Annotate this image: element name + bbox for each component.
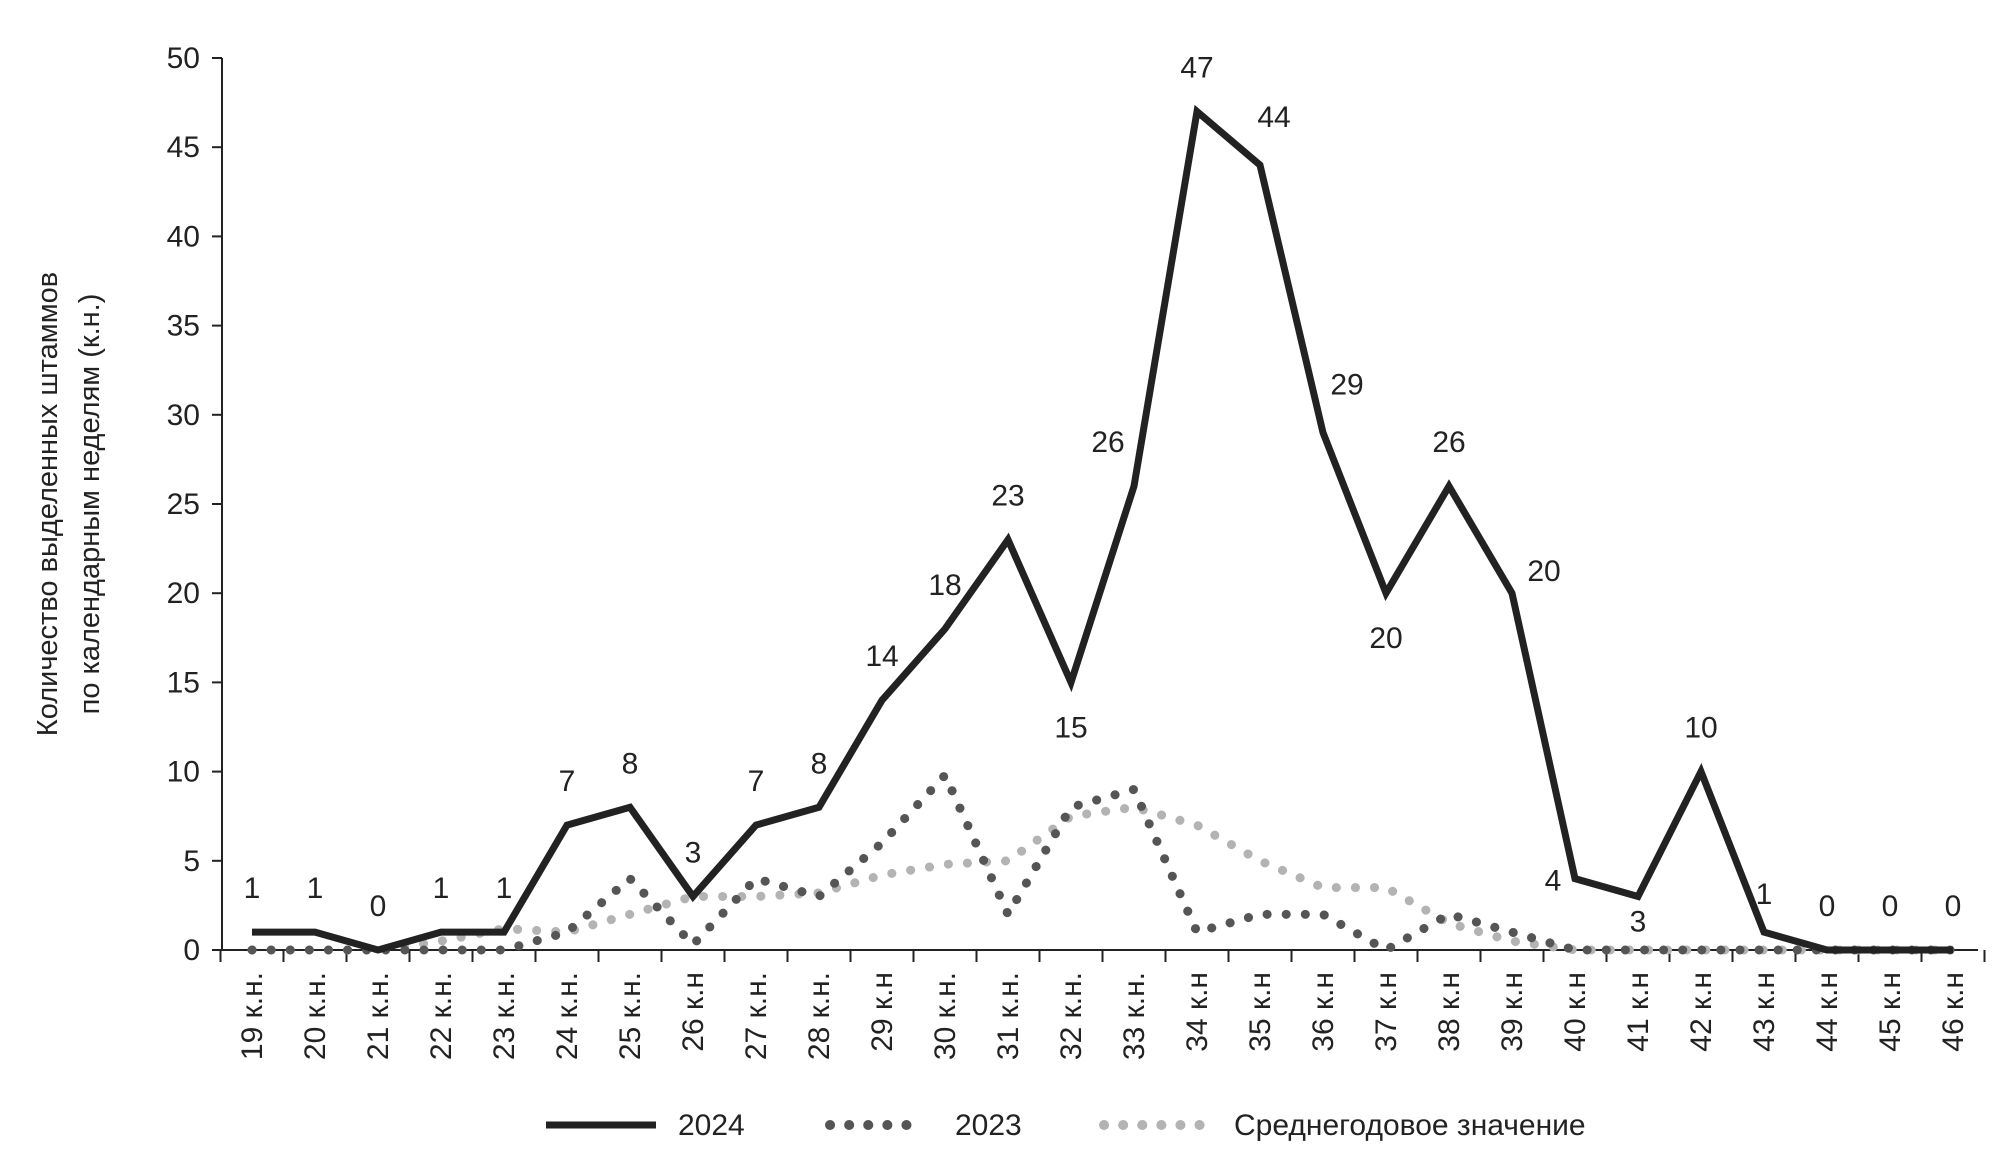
x-tick-label: 21 к.н.	[362, 972, 395, 1060]
y-tick-label: 10	[167, 756, 200, 789]
data-label-2024: 0	[1819, 890, 1836, 923]
x-tick-label: 23 к.н.	[488, 972, 521, 1060]
data-label-2024: 10	[1684, 712, 1717, 745]
data-label-2024: 18	[928, 569, 961, 602]
y-tick-label: 5	[183, 845, 200, 878]
x-tick-label: 32 к.н.	[1055, 972, 1088, 1060]
x-tick-label: 20 к.н.	[299, 972, 332, 1060]
x-tick-label: 28 к.н.	[803, 972, 836, 1060]
x-tick-label: 38 к.н	[1433, 972, 1466, 1052]
data-label-2024: 29	[1330, 369, 1363, 402]
data-label-2024: 44	[1257, 101, 1290, 134]
x-tick-label: 30 к.н.	[929, 972, 962, 1060]
x-tick-label: 36 к.н	[1307, 972, 1340, 1052]
x-tick-label: 40 к.н	[1559, 972, 1592, 1052]
y-tick-label: 20	[167, 577, 200, 610]
y-tick-label: 40	[167, 220, 200, 253]
series-Среднегодовое значение-line	[247, 802, 1958, 955]
y-tick-label: 15	[167, 666, 200, 699]
data-label-2024: 15	[1054, 711, 1087, 744]
y-tick-label: 25	[167, 488, 200, 521]
y-tick-label: 30	[167, 399, 200, 432]
y-tick-label: 50	[167, 42, 200, 75]
x-tick-label: 27 к.н.	[740, 972, 773, 1060]
data-label-2024: 0	[1945, 890, 1962, 923]
x-tick-label: 22 к.н.	[425, 972, 458, 1060]
legend-label: Среднегодовое значение	[1234, 1109, 1586, 1142]
x-tick-label: 29 к.н	[866, 972, 899, 1052]
x-tick-label: 39 к.н	[1496, 972, 1529, 1052]
y-axis-title: Количество выделенных штаммов по календар…	[32, 272, 106, 736]
x-tick-label: 31 к.н.	[992, 972, 1025, 1060]
data-label-2024: 20	[1527, 555, 1560, 588]
data-label-2024: 3	[1630, 905, 1647, 938]
data-label-2024: 47	[1180, 52, 1213, 85]
data-label-2024: 8	[622, 747, 639, 780]
x-tick-label: 42 к.н	[1685, 972, 1718, 1052]
data-label-2024: 1	[496, 872, 513, 905]
y-tick-label: 35	[167, 310, 200, 343]
x-tick-label: 44 к.н	[1811, 972, 1844, 1052]
data-label-2024: 7	[559, 765, 576, 798]
data-label-2024: 1	[1756, 878, 1773, 911]
x-tick-label: 37 к.н	[1370, 972, 1403, 1052]
data-label-2024: 4	[1545, 865, 1562, 898]
data-label-2024: 0	[1882, 890, 1899, 923]
data-label-2024: 0	[370, 890, 387, 923]
x-tick-label: 35 к.н	[1244, 972, 1277, 1052]
x-tick-label: 19 к.н.	[236, 972, 269, 1060]
data-label-2024: 1	[244, 872, 261, 905]
data-label-2024: 8	[811, 747, 828, 780]
y-axis-title-line: Количество выделенных штаммов	[32, 272, 64, 736]
legend-label: 2024	[678, 1109, 745, 1142]
x-tick-label: 34 к.н	[1181, 972, 1214, 1052]
data-label-2024: 1	[307, 872, 324, 905]
axes	[221, 58, 1978, 951]
data-label-2024: 1	[433, 872, 450, 905]
y-axis-ticks: 0 5 10 15 20 25 30 35 40 45 50	[167, 42, 222, 967]
series-layer	[247, 104, 1958, 956]
legend-label: 2023	[955, 1109, 1022, 1142]
legend: 2024 2023 Среднегодовое значение	[546, 1109, 1586, 1142]
series-2023-line	[247, 767, 1958, 956]
data-label-2024: 3	[685, 836, 702, 869]
x-tick-label: 46 к.н	[1937, 972, 1970, 1052]
y-axis-title-line: по календарным неделям (к.н.)	[74, 294, 106, 715]
series-2024-line	[252, 104, 1953, 954]
data-label-2024: 7	[748, 765, 765, 798]
x-tick-label: 33 к.н.	[1118, 972, 1151, 1060]
x-tick-label: 45 к.н	[1874, 972, 1907, 1052]
y-tick-label: 0	[183, 934, 200, 967]
x-tick-label: 24 к.н.	[551, 972, 584, 1060]
data-label-2024: 20	[1369, 622, 1402, 655]
x-tick-label: 25 к.н.	[614, 972, 647, 1060]
x-tick-label: 26 к.н	[677, 972, 710, 1052]
data-label-2024: 23	[991, 480, 1024, 513]
data-label-2024: 14	[865, 640, 898, 673]
y-tick-label: 45	[167, 131, 200, 164]
x-axis-ticks: 19 к.н. 20 к.н. 21 к.н. 22 к.н. 23 к.н. 24 к.…	[219, 950, 1986, 1060]
x-tick-label: 43 к.н	[1748, 972, 1781, 1052]
data-label-2024: 26	[1432, 426, 1465, 459]
x-tick-label: 41 к.н	[1622, 972, 1655, 1052]
data-label-2024: 26	[1091, 426, 1124, 459]
